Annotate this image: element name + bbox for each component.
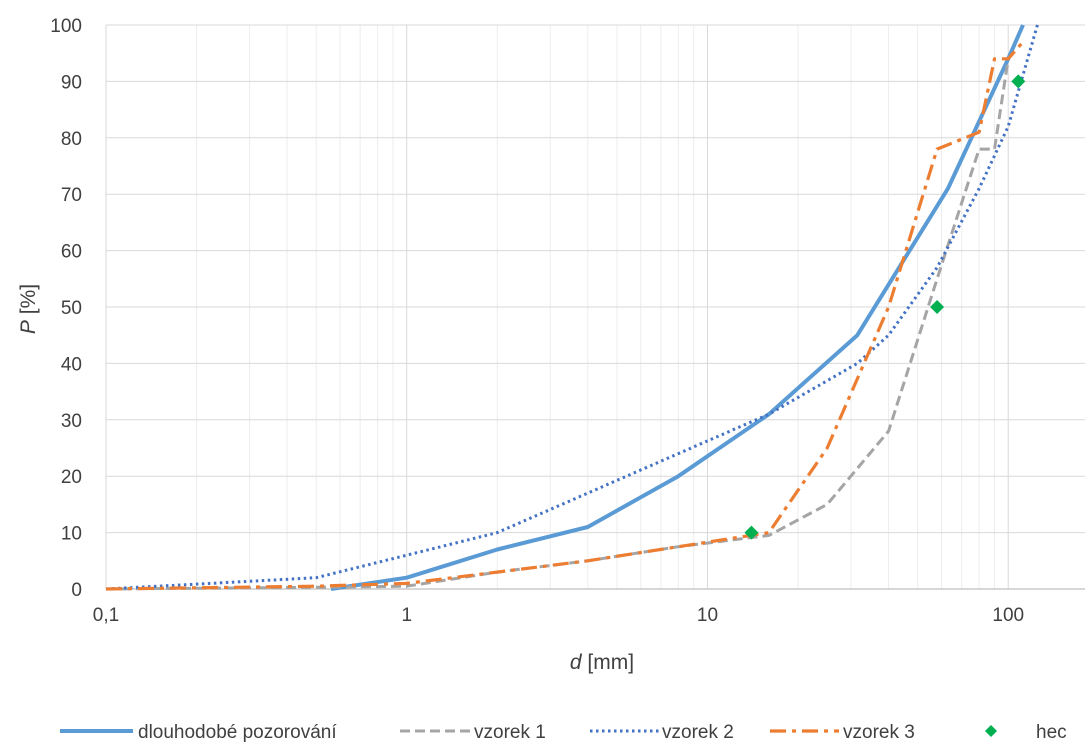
y-tick-label: 80 bbox=[61, 129, 82, 150]
legend-label: hec bbox=[1036, 722, 1067, 743]
y-tick-label: 30 bbox=[61, 411, 82, 432]
y-tick-label: 60 bbox=[61, 242, 82, 263]
legend-item-4: vzorek 3 bbox=[770, 722, 915, 743]
series-3-line bbox=[105, 24, 1039, 591]
legend-swatch bbox=[985, 725, 997, 737]
y-tick-label: 100 bbox=[50, 16, 82, 37]
y-tick-label: 50 bbox=[61, 298, 82, 319]
y-tick-label: 40 bbox=[61, 354, 82, 375]
x-tick-label: 1 bbox=[401, 605, 412, 626]
legend-label: vzorek 2 bbox=[662, 722, 734, 743]
y-tick-label: 0 bbox=[71, 580, 82, 601]
y-tick-labels: 0 10 20 30 40 50 60 70 80 90 100 bbox=[50, 16, 82, 601]
series-4-line bbox=[105, 40, 1025, 591]
chart-series bbox=[105, 24, 1039, 591]
series-5-marker bbox=[1011, 74, 1026, 89]
legend-item-5: hec bbox=[985, 722, 1067, 743]
legend-item-1: dlouhodobé pozorování bbox=[60, 722, 337, 743]
x-tick-label: 100 bbox=[992, 605, 1024, 626]
x-tick-label: 0,1 bbox=[93, 605, 119, 626]
y-tick-label: 90 bbox=[61, 72, 82, 93]
legend-item-2: vzorek 1 bbox=[400, 722, 546, 743]
y-tick-label: 70 bbox=[61, 185, 82, 206]
series-1-line bbox=[330, 24, 1025, 591]
legend-label: vzorek 1 bbox=[474, 722, 546, 743]
x-tick-label: 10 bbox=[697, 605, 718, 626]
legend: dlouhodobé pozorování vzorek 1 vzorek 2 vzo… bbox=[60, 722, 1067, 743]
x-axis-label: d [mm] bbox=[570, 651, 634, 674]
y-tick-label: 20 bbox=[61, 467, 82, 488]
series-5-marker bbox=[744, 525, 759, 540]
series-2-line bbox=[105, 58, 1010, 591]
y-tick-label: 10 bbox=[61, 524, 82, 545]
y-axis-label: P [%] bbox=[17, 284, 40, 334]
legend-label: vzorek 3 bbox=[843, 722, 915, 743]
legend-item-3: vzorek 2 bbox=[590, 722, 734, 743]
x-tick-labels: 0,1 1 10 100 bbox=[93, 605, 1024, 626]
series-5-marker bbox=[930, 300, 945, 314]
legend-label: dlouhodobé pozorování bbox=[138, 722, 337, 743]
